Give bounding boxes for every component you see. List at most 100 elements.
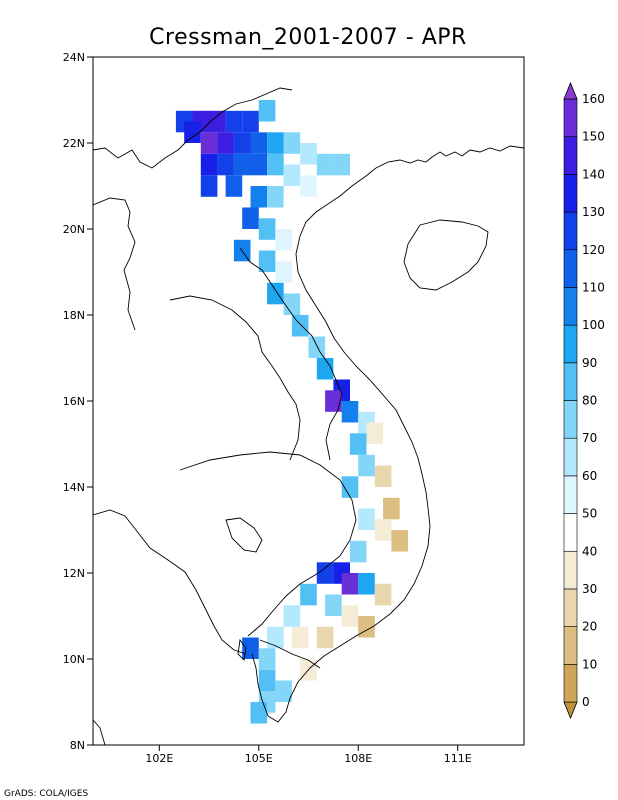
thailand-laos-river (169, 295, 301, 461)
china-coastline (375, 145, 524, 169)
precip-cell (349, 540, 367, 563)
grads-credit: GrADS: COLA/IGES (4, 789, 88, 799)
precip-cell (267, 132, 284, 154)
precip-cell (300, 175, 317, 197)
precip-cell (200, 132, 218, 154)
precip-cell (283, 164, 301, 186)
colorbar-label: 160 (582, 92, 605, 106)
colorbar-label: 20 (582, 620, 597, 634)
precip-cell (358, 573, 375, 595)
precip-cell (242, 637, 259, 659)
precip-cell (250, 132, 268, 154)
precip-cell (383, 497, 400, 520)
plot-area: 102E 105E 108E 111E 24N 22N 20N 18N 16N 14N 12N 10… (63, 51, 525, 765)
precip-cell (391, 530, 408, 552)
precip-cell (291, 626, 309, 649)
precip-cell (374, 519, 392, 541)
colorbar-box (563, 475, 578, 514)
colorbar-lower-extend (563, 701, 578, 720)
y-tick-label: 16N (63, 395, 85, 408)
laos-border-west (93, 197, 136, 331)
colorbar-label: 140 (582, 167, 605, 181)
precip-cell (258, 648, 276, 670)
y-tick-label: 8N (70, 739, 85, 752)
colorbar-label: 40 (582, 544, 597, 558)
precip-cell (225, 110, 243, 133)
precip-cell (250, 186, 268, 208)
precip-cell (366, 551, 384, 573)
precip-cell (258, 250, 276, 272)
precip-cell (275, 680, 292, 702)
precip-cell (275, 229, 292, 251)
precip-cell (184, 121, 201, 143)
colorbar-box (563, 174, 578, 213)
precip-cell (258, 100, 276, 122)
precip-cell (209, 110, 226, 133)
colorbar-label: 0 (582, 695, 590, 709)
precip-cell (341, 573, 359, 595)
precip-cell (200, 175, 218, 197)
laos-border-east (239, 247, 343, 461)
precip-cell (341, 401, 359, 423)
colorbar-box (563, 98, 578, 137)
precip-cell (225, 175, 243, 197)
precip-cell (349, 433, 367, 455)
precip-cell (242, 207, 259, 229)
lake-tonle-sap (225, 517, 263, 553)
precip-cell (325, 390, 342, 412)
coastline-borders (93, 87, 524, 745)
y-axis-ticks: 24N 22N 20N 18N 16N 14N 12N 10N 8N (63, 51, 93, 752)
precip-cell (258, 218, 276, 240)
precip-cell (358, 454, 375, 477)
colorbar-label: 130 (582, 205, 605, 219)
precip-cell (283, 605, 301, 627)
y-tick-label: 14N (63, 481, 85, 494)
colorbar-label: 50 (582, 507, 597, 521)
colorbar-box (563, 400, 578, 439)
x-tick-label: 108E (344, 752, 372, 765)
colorbar-box (563, 136, 578, 175)
precip-cell (283, 196, 301, 219)
y-tick-label: 20N (63, 223, 85, 236)
map-title: Cressman_2001-2007 - APR (149, 25, 467, 50)
precip-cell (267, 282, 284, 305)
precip-cell (366, 422, 384, 444)
colorbar-box (563, 626, 578, 665)
precip-cell (233, 132, 251, 154)
precip-cell (267, 626, 284, 649)
colorbar-label: 90 (582, 356, 597, 370)
precip-cell (217, 132, 234, 154)
colorbar-box (563, 513, 578, 552)
precip-cell (300, 583, 317, 606)
precip-cell (341, 476, 359, 498)
phu-quoc-island (237, 638, 247, 661)
mekong-delta-coast (251, 653, 287, 723)
colorbar-box (563, 211, 578, 251)
precip-cell (308, 336, 326, 358)
precip-cell (283, 293, 301, 315)
precipitation-cells (175, 100, 408, 724)
precip-cell (250, 702, 268, 724)
precip-cell (275, 261, 292, 283)
y-tick-label: 18N (63, 309, 85, 322)
colorbar-label: 80 (582, 394, 597, 408)
colorbar-box (563, 249, 578, 288)
colorbar: 0 10 20 30 40 50 60 70 80 90 100 110 120 130 140 150 160 (563, 81, 605, 720)
colorbar-box (563, 550, 578, 590)
colorbar-label: 30 (582, 582, 597, 596)
colorbar-label: 110 (582, 280, 605, 294)
colorbar-label: 10 (582, 657, 597, 671)
precip-cell (258, 669, 276, 692)
y-tick-label: 22N (63, 137, 85, 150)
x-tick-label: 111E (444, 752, 472, 765)
precip-cell (233, 153, 251, 176)
precip-cell (325, 594, 342, 616)
colorbar-label: 100 (582, 318, 605, 332)
vietnam-coastline (285, 167, 431, 713)
thailand-gulf-coast (93, 509, 247, 655)
precip-cell (283, 132, 301, 154)
colorbar-label: 150 (582, 130, 605, 144)
y-tick-label: 12N (63, 567, 85, 580)
precip-cell (283, 648, 301, 670)
